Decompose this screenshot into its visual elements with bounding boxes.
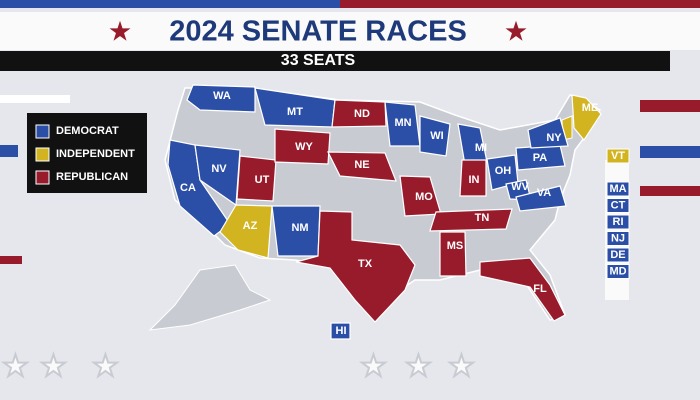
deco-bar	[640, 186, 700, 196]
state-label: NE	[354, 159, 369, 171]
svg-text:★: ★	[448, 350, 475, 383]
state-label: WA	[213, 90, 231, 102]
state	[515, 185, 567, 212]
state-label: WV	[511, 181, 529, 193]
state-label: MO	[415, 191, 433, 203]
state-label: WI	[430, 130, 443, 142]
alaska	[148, 264, 272, 331]
subtitle: 33 SEATS	[281, 52, 356, 69]
state-label: MT	[287, 106, 303, 118]
legend-swatch	[35, 170, 50, 185]
top-stripe	[340, 0, 700, 8]
state	[330, 322, 351, 340]
state-label: FL	[533, 283, 547, 295]
state	[236, 155, 277, 202]
legend-label: DEMOCRAT	[56, 125, 119, 137]
small-state-label: MA	[609, 183, 626, 195]
small-state-box	[606, 264, 630, 279]
state-label: MI	[475, 142, 487, 154]
top-stripe	[0, 0, 340, 8]
star: ★	[109, 18, 131, 45]
deco-bar	[640, 146, 700, 158]
state-label: VA	[537, 187, 552, 199]
small-state-box	[606, 247, 630, 263]
state-label: CA	[180, 182, 196, 194]
deco-bar	[0, 145, 18, 157]
state	[219, 204, 273, 259]
small-state-box	[606, 181, 630, 197]
title-banner	[0, 12, 700, 50]
svg-text:★: ★	[405, 350, 432, 383]
state	[274, 128, 331, 165]
state	[479, 257, 566, 322]
state	[419, 115, 451, 157]
state-label: MN	[394, 117, 411, 129]
state	[571, 94, 602, 142]
small-state-box	[606, 214, 630, 230]
svg-text:★: ★	[92, 350, 119, 383]
svg-text:★: ★	[360, 350, 387, 383]
small-state-box	[606, 231, 630, 246]
deco-bar	[640, 100, 700, 112]
small-state-label: VT	[611, 150, 625, 162]
state	[459, 159, 487, 197]
state	[186, 84, 256, 113]
state-label: IN	[469, 174, 480, 186]
state-label: OH	[495, 165, 512, 177]
small-state-label: DE	[610, 249, 625, 261]
state	[331, 99, 387, 128]
state-label: AZ	[243, 220, 258, 232]
state-label: NV	[211, 163, 227, 175]
state	[527, 117, 569, 149]
legend-label: INDEPENDENT	[56, 148, 135, 160]
legend-swatch	[35, 147, 50, 162]
state-label: ND	[354, 108, 370, 120]
legend-label: REPUBLICAN	[56, 171, 128, 183]
state-label: TN	[475, 212, 490, 224]
star: ★	[505, 18, 527, 45]
state	[295, 210, 416, 323]
small-state-label: CT	[611, 199, 626, 211]
deco-bar	[0, 95, 70, 103]
state	[327, 151, 397, 182]
svg-text:★: ★	[40, 350, 67, 383]
state-label: PA	[533, 152, 548, 164]
svg-text:★: ★	[2, 350, 29, 383]
state-label: MS	[447, 240, 464, 252]
small-state-box	[606, 148, 630, 164]
state-label: NM	[291, 222, 308, 234]
small-state-label: NJ	[611, 232, 625, 244]
state-label: HI	[336, 325, 347, 337]
deco-bar	[0, 256, 22, 264]
map-layer: DEMOCRAT INDEPENDENT REPUBLICAN WA MT ND MN WI M…	[35, 84, 630, 340]
small-state-label: MD	[609, 265, 626, 277]
small-state-label: RI	[613, 216, 624, 228]
stars: ★ ★ ★ ★ ★ ★	[2, 349, 476, 383]
state	[429, 208, 513, 232]
state-label: WY	[295, 141, 313, 153]
subtitle-bar	[0, 51, 670, 71]
state-label: TX	[358, 258, 373, 270]
state-label: ME	[582, 102, 599, 114]
state-label: NY	[546, 132, 562, 144]
state-label: UT	[255, 174, 270, 186]
title: 2024 SENATE RACES	[169, 16, 467, 48]
small-state-box	[606, 198, 630, 213]
state	[439, 231, 467, 277]
legend-swatch	[35, 124, 50, 139]
